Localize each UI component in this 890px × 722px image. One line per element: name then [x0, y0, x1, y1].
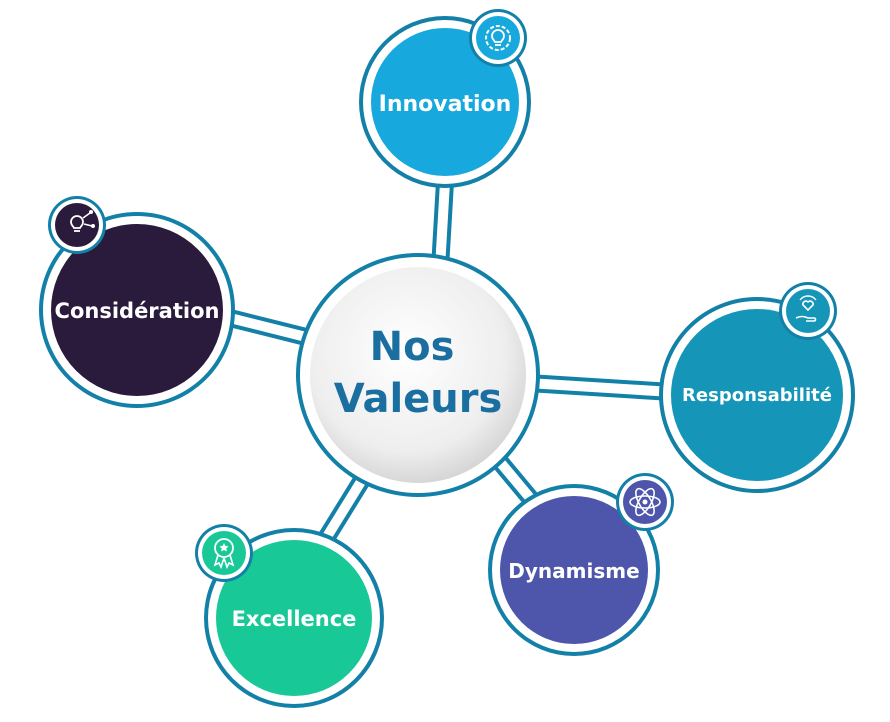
connector-innovation	[431, 173, 454, 277]
atom-icon	[616, 473, 674, 531]
hand-heart-icon	[779, 282, 837, 340]
connector-responsabilite	[519, 374, 681, 401]
value-label-innovation: Innovation	[379, 92, 512, 117]
value-node-dynamisme: Dynamisme	[488, 484, 660, 656]
award-ribbon-icon	[195, 524, 253, 582]
lightbulb-gear-icon	[469, 9, 527, 67]
connector-consideration	[213, 307, 319, 347]
value-node-responsabilite: Responsabilité	[659, 297, 855, 493]
value-label-consideration: Considération	[55, 299, 220, 323]
value-label-excellence: Excellence	[232, 607, 357, 631]
lightbulb-network-icon	[48, 196, 106, 254]
value-label-dynamisme: Dynamisme	[508, 559, 639, 583]
center-title-line2: Valeurs	[334, 376, 503, 422]
value-node-consideration: Considération	[39, 212, 235, 408]
value-node-innovation: Innovation	[359, 16, 531, 188]
center-node: Nos Valeurs	[296, 253, 540, 497]
value-node-excellence: Excellence	[204, 528, 384, 708]
center-title-line1: Nos	[370, 324, 455, 370]
value-label-responsabilite: Responsabilité	[682, 385, 832, 406]
